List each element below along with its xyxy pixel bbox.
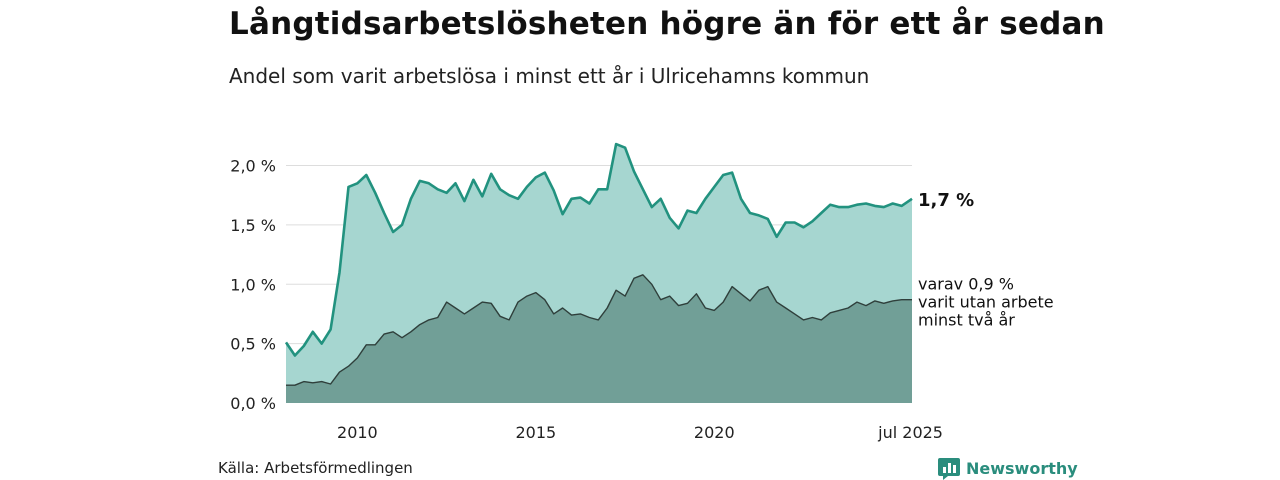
y-tick-label: 1,5 % [230,216,276,235]
lower-series-label-line: minst två år [918,311,1015,330]
y-tick-label: 2,0 % [230,157,276,176]
brand-name: Newsworthy [966,458,1078,478]
y-tick-label: 1,0 % [230,275,276,294]
brand-logo: Newsworthy [938,456,1078,480]
lower-series-label-line: varit utan arbete [918,293,1054,312]
lower-series-label-line: varav 0,9 % [918,275,1014,294]
line-upper-series [284,142,913,357]
y-tick-label: 0,0 % [230,394,276,413]
x-axis-ticks: 2010 2015 2020 jul 2025 [337,423,943,442]
area-lower-series [286,274,912,403]
y-axis-ticks: 0,0 % 0,5 % 1,0 % 1,5 % 2,0 % [230,157,276,414]
chart-subtitle: Andel som varit arbetslösa i minst ett å… [229,64,870,88]
source-note: Källa: Arbetsförmedlingen [218,459,413,477]
lower-series-end-label: varav 0,9 % varit utan arbete minst två år [918,275,1054,330]
x-tick-label: 2015 [515,423,556,442]
bar-chart-bubble-icon [938,458,960,480]
x-tick-label: 2010 [337,423,378,442]
line-lower-series [286,274,912,386]
upper-series-end-label: 1,7 % [918,190,974,211]
y-tick-label: 0,5 % [230,335,276,354]
x-tick-label: jul 2025 [877,423,943,442]
chart-title: Långtidsarbetslösheten högre än för ett … [229,6,1105,42]
x-tick-label: 2020 [694,423,735,442]
